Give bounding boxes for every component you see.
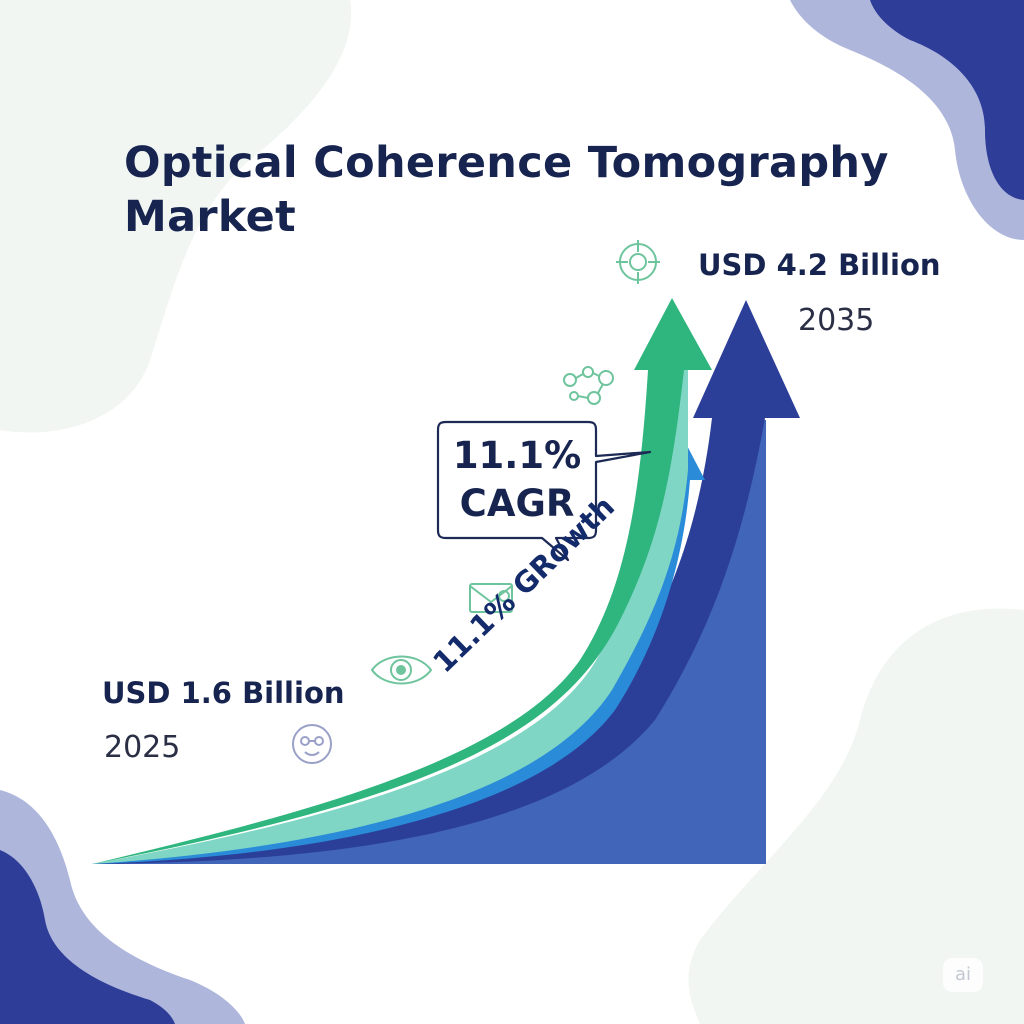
cagr-callout [436,420,652,562]
end-value-label: USD 4.2 Billion [698,248,941,282]
start-year-label: 2025 [104,730,181,765]
start-value-label: USD 1.6 Billion [102,676,345,710]
eye-icon [370,655,433,685]
cagr-callout-text: 11.1% CAGR [438,420,596,538]
bg-blob-bottom-right-light [688,608,1024,1024]
end-year-label: 2035 [798,303,875,338]
ai-watermark: ai [943,958,983,992]
chart-title: Optical Coherence Tomography Market [124,138,889,242]
crosshair-icon [616,240,660,284]
bg-blob-bottom-left-navy [0,850,175,1024]
growth-band-mint [92,360,688,864]
bg-blob-top-right-navy [870,0,1024,200]
cagr-label: CAGR [459,482,575,525]
growth-arrow-blue [92,438,705,864]
cagr-value: 11.1% [452,434,582,477]
bg-blob-top-left [0,0,352,433]
envelope-icon [469,583,513,613]
face-icon [292,724,332,764]
growth-arrow-green [92,298,712,864]
growth-arrow-navy [92,300,800,864]
molecule-icon [563,366,614,405]
